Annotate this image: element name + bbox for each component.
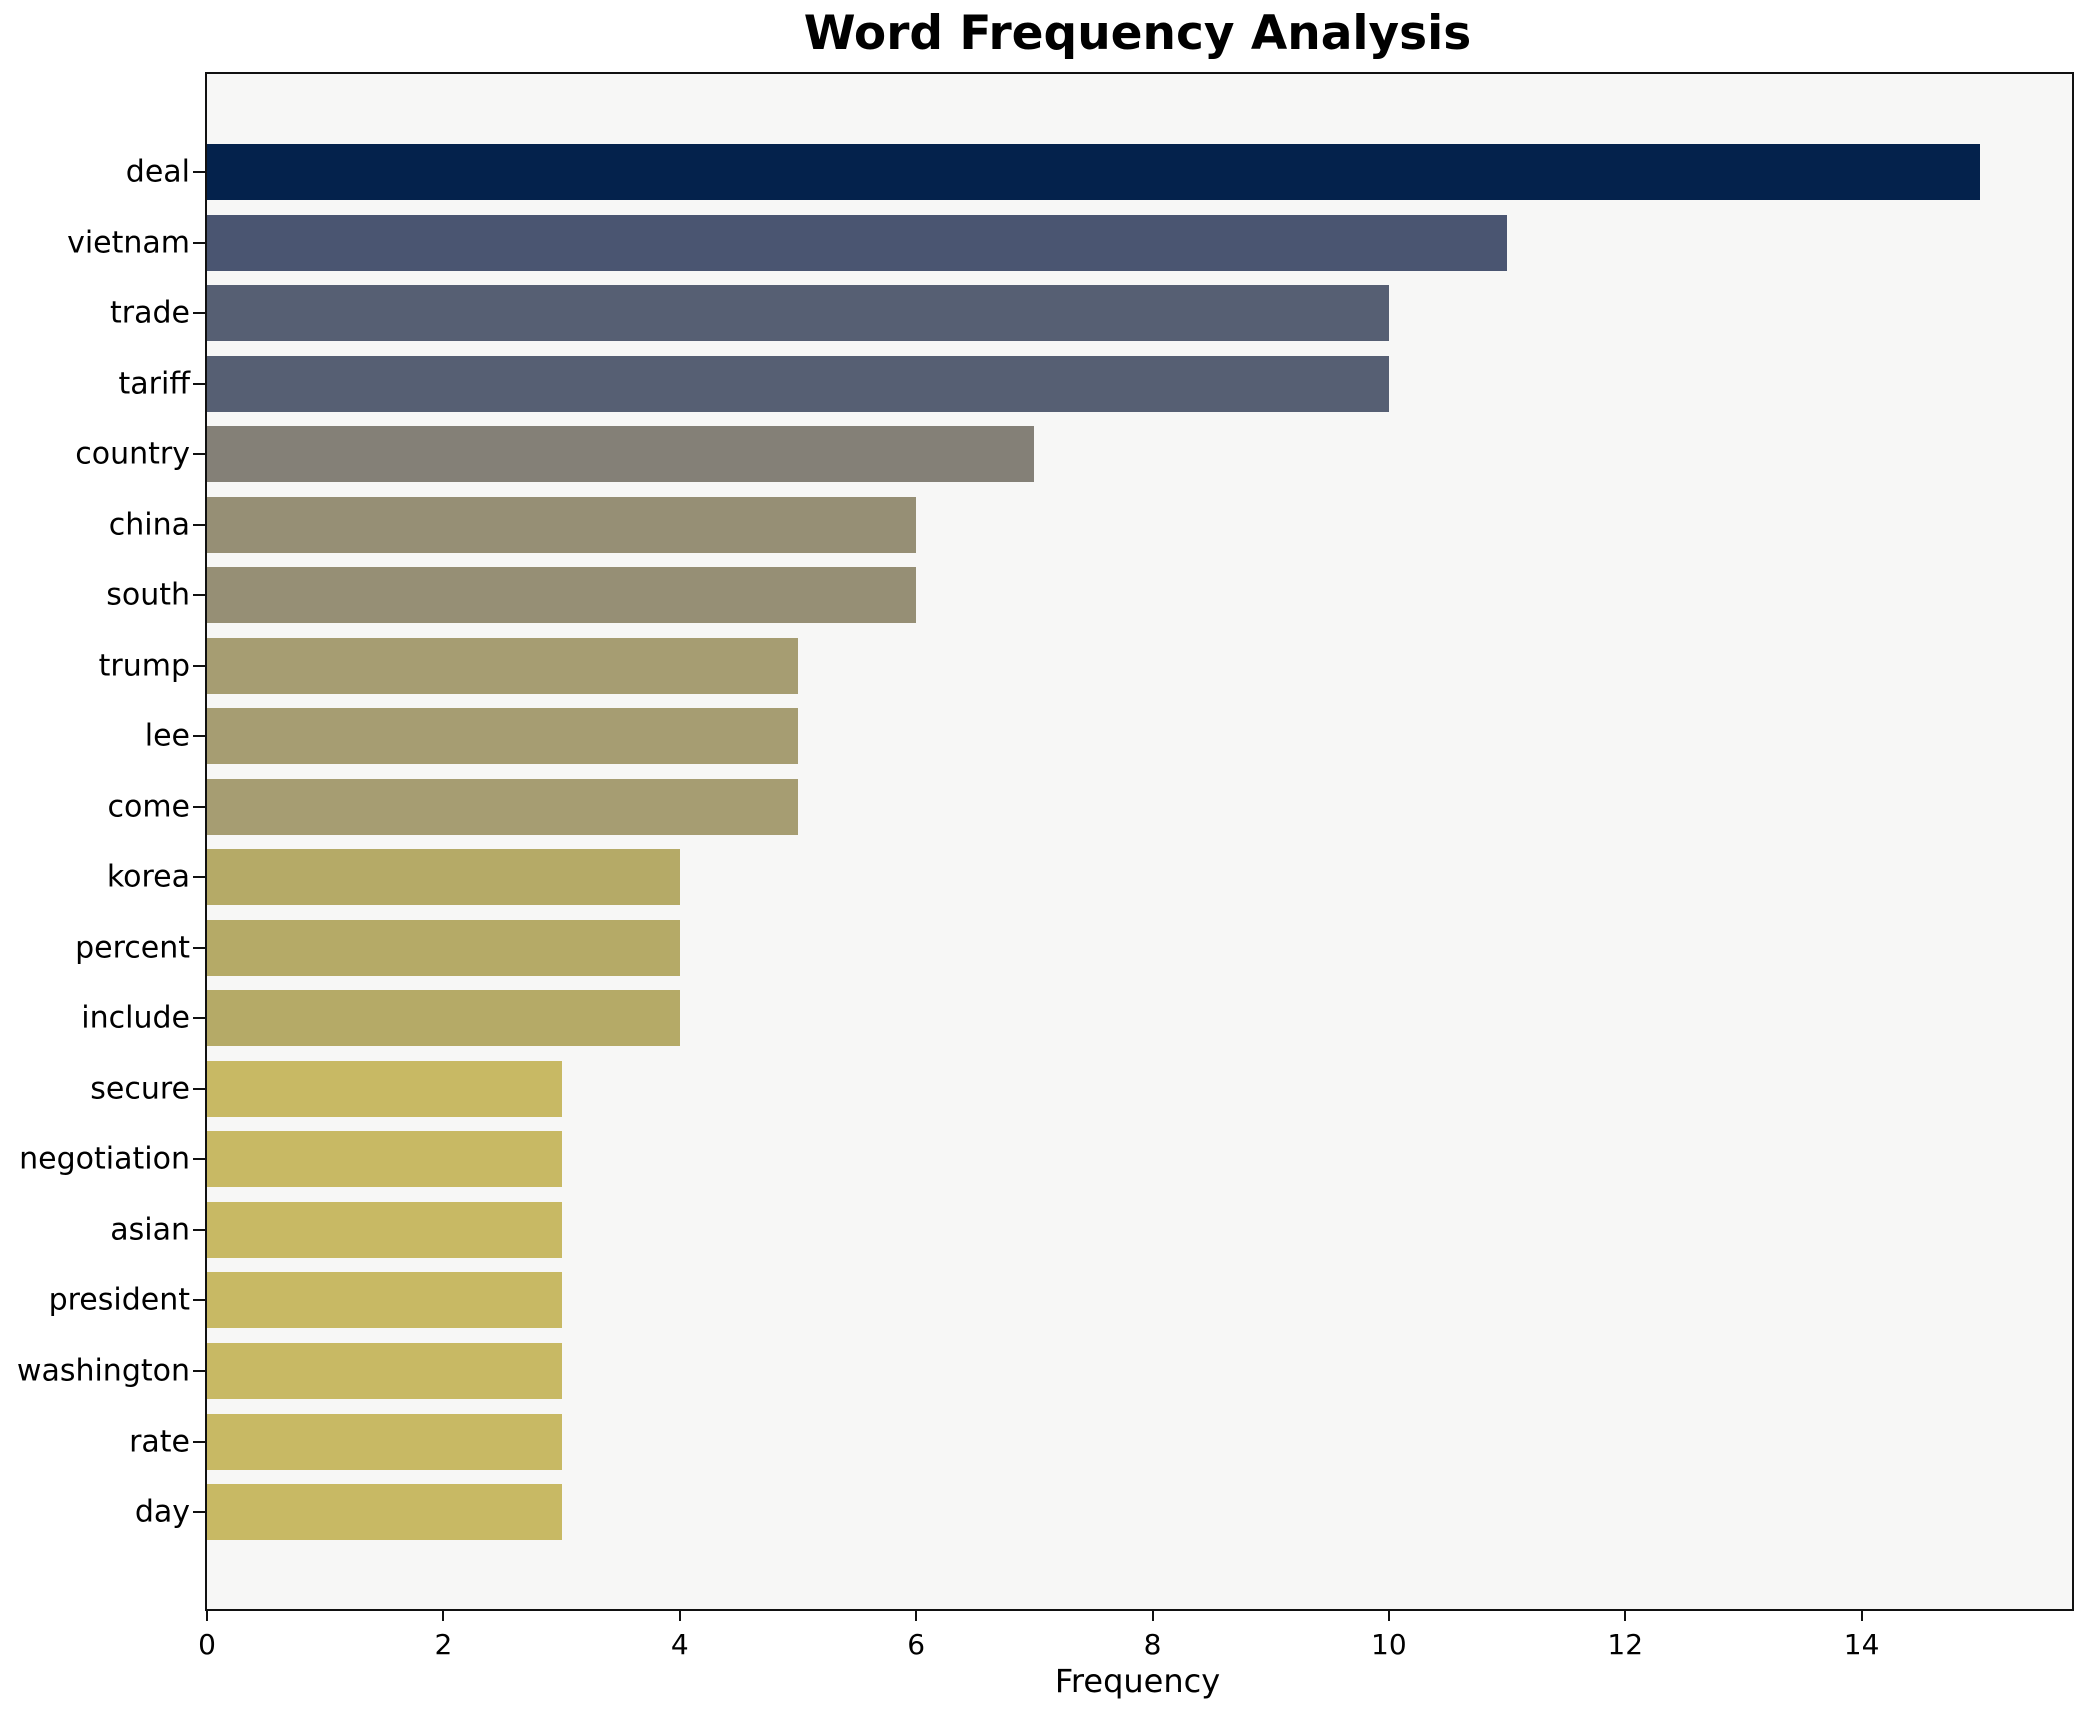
bar-lee — [207, 708, 798, 765]
y-tick-label-president: president — [48, 1282, 190, 1318]
x-tick-mark — [1387, 1609, 1390, 1621]
y-tick-mark — [193, 1440, 205, 1443]
y-tick-label-secure: secure — [90, 1071, 190, 1107]
x-tick-mark — [1860, 1609, 1863, 1621]
bar-asian — [207, 1201, 562, 1258]
bar-trade — [207, 285, 1389, 342]
bar-president — [207, 1272, 562, 1329]
y-tick-label-tariff: tariff — [118, 366, 190, 402]
y-tick-mark — [193, 1299, 205, 1302]
y-tick-mark — [193, 1017, 205, 1020]
y-tick-label-korea: korea — [106, 859, 190, 895]
y-tick-label-south: south — [106, 577, 190, 613]
y-tick-mark — [193, 312, 205, 315]
x-axis-label: Frequency — [1054, 1662, 1221, 1700]
bar-percent — [207, 919, 680, 976]
x-tick-label-6: 6 — [907, 1628, 926, 1661]
x-tick-mark — [1151, 1609, 1154, 1621]
y-tick-label-negotiation: negotiation — [19, 1141, 190, 1177]
y-tick-mark — [193, 876, 205, 879]
y-tick-mark — [193, 1228, 205, 1231]
x-tick-mark — [442, 1609, 445, 1621]
y-tick-mark — [193, 1511, 205, 1514]
y-tick-mark — [193, 171, 205, 173]
y-tick-mark — [193, 735, 205, 738]
y-tick-label-percent: percent — [75, 930, 190, 966]
y-tick-mark — [193, 453, 205, 456]
bar-negotiation — [207, 1131, 562, 1188]
y-tick-mark — [193, 805, 205, 808]
bar-south — [207, 567, 917, 624]
x-tick-label-4: 4 — [670, 1628, 689, 1661]
plot-area — [205, 72, 2074, 1611]
y-tick-label-lee: lee — [144, 718, 190, 754]
x-tick-mark — [1624, 1609, 1627, 1621]
y-tick-mark — [193, 594, 205, 597]
y-tick-label-rate: rate — [129, 1424, 190, 1460]
bar-day — [207, 1484, 562, 1541]
y-tick-label-include: include — [81, 1000, 190, 1036]
y-tick-label-asian: asian — [110, 1212, 190, 1248]
x-tick-mark — [678, 1609, 681, 1621]
bar-trump — [207, 637, 798, 694]
x-tick-label-12: 12 — [1607, 1628, 1644, 1661]
bar-washington — [207, 1343, 562, 1399]
x-tick-label-0: 0 — [198, 1628, 216, 1661]
y-tick-mark — [193, 241, 205, 244]
x-tick-mark — [915, 1609, 918, 1621]
x-tick-mark — [206, 1609, 208, 1621]
y-tick-mark — [193, 1370, 205, 1372]
y-tick-mark — [193, 1158, 205, 1161]
y-tick-label-come: come — [107, 789, 190, 825]
bar-deal — [207, 144, 1980, 200]
y-tick-mark — [193, 1087, 205, 1090]
y-tick-label-china: china — [108, 507, 190, 543]
bar-include — [207, 990, 680, 1047]
bar-korea — [207, 849, 680, 906]
x-tick-label-10: 10 — [1371, 1628, 1407, 1661]
y-tick-mark — [193, 523, 205, 526]
bar-vietnam — [207, 214, 1508, 271]
y-tick-label-country: country — [75, 436, 190, 472]
y-tick-label-trump: trump — [98, 648, 190, 684]
y-tick-mark — [193, 946, 205, 949]
y-tick-label-trade: trade — [110, 295, 190, 331]
y-tick-label-deal: deal — [125, 154, 190, 190]
y-tick-label-washington: washington — [16, 1353, 190, 1389]
y-tick-label-day: day — [134, 1494, 190, 1530]
bar-country — [207, 426, 1035, 483]
y-tick-mark — [193, 664, 205, 667]
y-tick-mark — [193, 382, 205, 385]
bar-rate — [207, 1413, 562, 1470]
x-tick-label-14: 14 — [1843, 1628, 1880, 1661]
x-tick-label-8: 8 — [1143, 1628, 1162, 1661]
x-tick-label-2: 2 — [434, 1628, 453, 1661]
bar-secure — [207, 1060, 562, 1117]
bar-come — [207, 778, 798, 835]
bar-china — [207, 496, 917, 553]
bar-tariff — [207, 355, 1389, 412]
chart-title: Word Frequency Analysis — [803, 6, 1472, 61]
y-tick-label-vietnam: vietnam — [67, 225, 190, 261]
